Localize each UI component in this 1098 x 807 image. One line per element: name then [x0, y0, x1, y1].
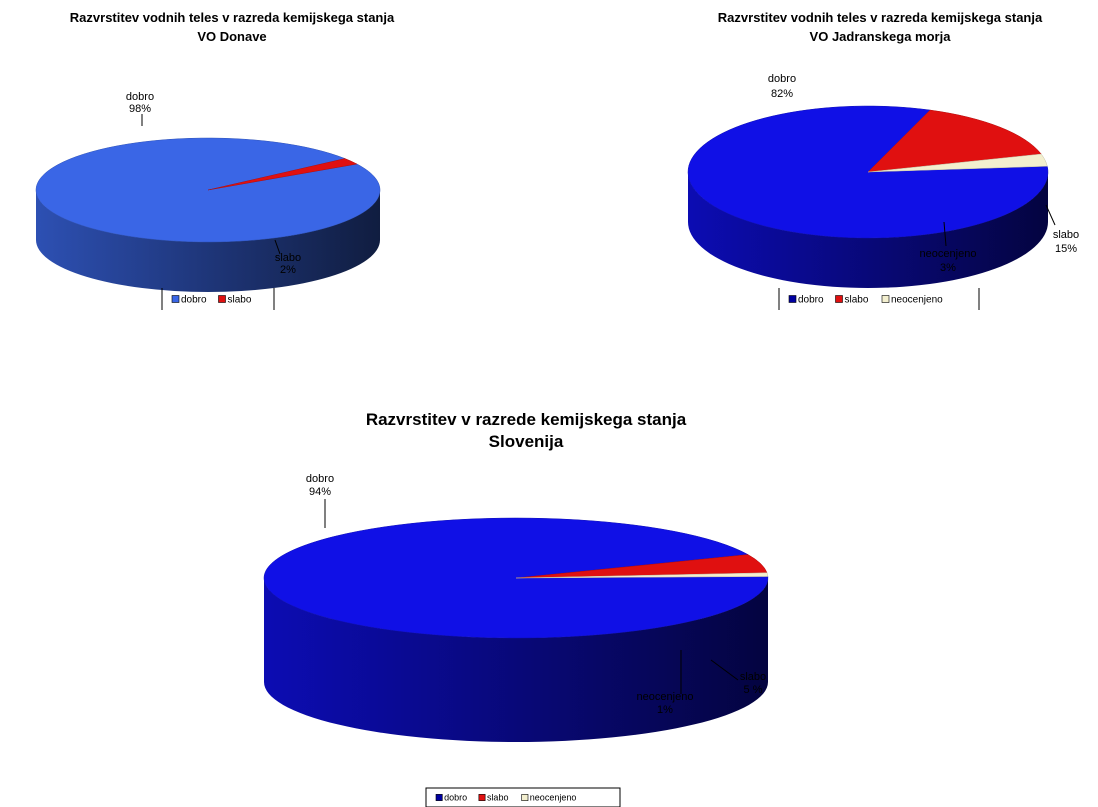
chart-jadran-title: Razvrstitev vodnih teles v razreda kemij…	[718, 10, 1043, 25]
leader-line	[943, 221, 947, 247]
chart-slovenija: Razvrstitev v razrede kemijskega stanja …	[263, 410, 769, 807]
chart-donava-subtitle: VO Donave	[197, 29, 266, 44]
chart-slovenija-label-neocenjeno: neocenjeno	[637, 691, 694, 703]
chart-jadran-label-slabo: slabo	[1053, 229, 1079, 241]
chart-slovenija-value-neocenjeno: 1%	[657, 704, 673, 716]
chart-donava-legend: dobro slabo	[161, 288, 275, 310]
leader-line	[274, 239, 281, 255]
chart-slovenija-value-slabo: 5 %	[744, 684, 763, 696]
chart-slovenija-legend: dobro slabo neocenjeno	[425, 787, 621, 807]
chart-donava: Razvrstitev vodnih teles v razreda kemij…	[35, 10, 395, 310]
legend-label-slabo: slabo	[228, 295, 252, 306]
chart-slovenija-title: Razvrstitev v razrede kemijskega stanja	[366, 410, 687, 429]
legend-label-dobro: dobro	[444, 793, 467, 803]
legend-swatch-slabo	[478, 794, 486, 801]
chart-slovenija-value-dobro: 94%	[309, 486, 331, 498]
chart-slovenija-pie	[263, 499, 769, 742]
chart-slovenija-label-slabo: slabo	[740, 671, 766, 683]
legend-label-neocenjeno: neocenjeno	[530, 793, 577, 803]
pie-side-dobro	[264, 578, 768, 742]
chart-donava-label-dobro: dobro	[126, 91, 154, 103]
chart-donava-pie	[35, 114, 381, 292]
pie-side-dobro	[36, 190, 380, 292]
legend-swatch-neocenjeno	[881, 295, 890, 303]
pie-slice-neocenjeno	[867, 153, 1048, 173]
chart-donava-label-slabo: slabo	[275, 252, 301, 264]
pie-side-dobro	[688, 172, 1048, 288]
legend-swatch-dobro	[435, 794, 443, 801]
chart-slovenija-label-dobro: dobro	[306, 473, 334, 485]
legend-box	[425, 787, 621, 807]
chart-jadran: Razvrstitev vodnih teles v razreda kemij…	[687, 10, 1079, 310]
chart-donava-title: Razvrstitev vodnih teles v razreda kemij…	[70, 10, 395, 25]
pie-slice-neocenjeno	[515, 572, 769, 579]
legend-swatch-slabo	[835, 295, 843, 303]
chart-jadran-label-dobro: dobro	[768, 73, 796, 85]
chart-slovenija-subtitle: Slovenija	[489, 432, 564, 451]
legend-label-dobro: dobro	[181, 295, 207, 306]
chart-donava-value-slabo: 2%	[280, 264, 296, 276]
leader-line	[1045, 204, 1056, 226]
chart-donava-value-dobro: 98%	[129, 103, 151, 115]
legend-swatch-neocenjeno	[521, 794, 529, 801]
pie-slice-slabo	[867, 109, 1042, 173]
legend-swatch-dobro	[788, 295, 797, 303]
chart-jadran-label-neocenjeno: neocenjeno	[920, 248, 977, 260]
legend-swatch-dobro	[171, 295, 180, 303]
chart-jadran-legend: dobro slabo neocenjeno	[778, 288, 980, 310]
legend-label-slabo: slabo	[845, 295, 869, 306]
legend-label-slabo: slabo	[487, 793, 509, 803]
chart-jadran-value-neocenjeno: 3%	[940, 262, 956, 274]
legend-swatch-slabo	[218, 295, 226, 303]
legend-label-neocenjeno: neocenjeno	[891, 295, 943, 306]
chart-jadran-subtitle: VO Jadranskega morja	[810, 29, 952, 44]
legend-label-dobro: dobro	[798, 295, 824, 306]
leader-line	[710, 659, 739, 681]
pie-slice-slabo	[207, 158, 358, 191]
chart-jadran-value-slabo: 15%	[1055, 243, 1077, 255]
chart-jadran-pie	[687, 105, 1056, 288]
chart-jadran-value-dobro: 82%	[771, 88, 793, 100]
